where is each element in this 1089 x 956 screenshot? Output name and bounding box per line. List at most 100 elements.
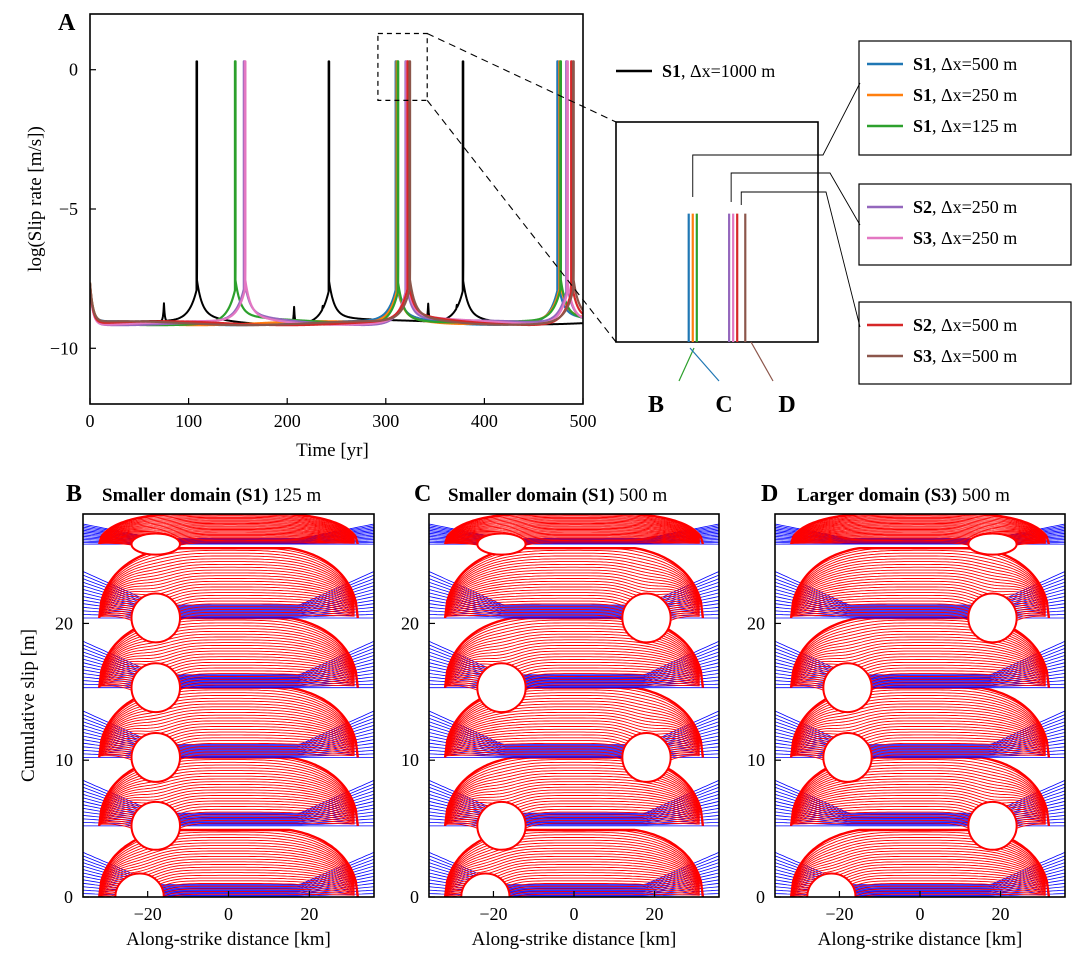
panel-b-title-rest: 125 m xyxy=(268,485,321,506)
x-tick-label: 500 xyxy=(570,411,597,431)
pointer-group-2 xyxy=(730,172,861,226)
legend-entry-1-1-bold: S3 xyxy=(913,228,932,248)
coseismic-line xyxy=(98,789,355,825)
coseismic-line xyxy=(790,636,1047,687)
plot-area-panelD xyxy=(775,514,1065,897)
zoom-connector-bottom xyxy=(426,100,617,343)
interseismic-line xyxy=(775,644,1065,677)
coseismic-line xyxy=(98,700,355,757)
y-axis-label: Cumulative slip [m] xyxy=(18,629,39,782)
coseismic-line xyxy=(444,723,701,757)
coseismic-line xyxy=(790,558,1047,617)
panel-b-slip: −20 0 20 0 10 20 Along-strike distance [km] Cum… xyxy=(18,513,375,950)
coseismic-line xyxy=(445,891,700,897)
coseismic-line xyxy=(790,792,1047,825)
coseismic-line xyxy=(98,703,355,757)
coseismic-line xyxy=(790,521,1046,544)
series-line-0 xyxy=(90,60,583,326)
coseismic-line xyxy=(98,526,355,544)
legend-entry-1-0-rest: , Δx=250 m xyxy=(932,197,1017,217)
coseismic-line xyxy=(444,578,701,617)
coseismic-line xyxy=(444,850,701,897)
coseismic-line xyxy=(99,888,355,897)
x-axis-label: Along-strike distance [km] xyxy=(472,929,677,950)
coseismic-line xyxy=(98,697,356,757)
coseismic-line xyxy=(98,772,355,825)
coseismic-line xyxy=(98,837,356,896)
panel-letter-d: D xyxy=(761,481,778,507)
coseismic-line xyxy=(790,578,1047,617)
x-tick-label: 200 xyxy=(274,411,301,431)
legend-entry-0-1-rest: , Δx=250 m xyxy=(932,85,1017,105)
coseismic-line xyxy=(790,642,1047,687)
panel-letter-b: B xyxy=(66,481,82,507)
x-tick-label: 0 xyxy=(86,411,95,431)
pointer-d xyxy=(750,341,774,382)
series-line-4 xyxy=(90,60,583,327)
coseismic-line xyxy=(444,575,701,617)
coseismic-line xyxy=(790,569,1047,617)
panel-letter-c: C xyxy=(414,481,431,507)
interseismic-line xyxy=(775,811,1065,823)
coseismic-line xyxy=(790,518,1046,544)
panel-d-title: Larger domain (S3) 500 m xyxy=(797,485,1010,506)
coseismic-line xyxy=(444,789,701,825)
coseismic-line xyxy=(444,569,701,617)
coseismic-line xyxy=(790,653,1047,687)
coseismic-line xyxy=(791,893,1046,897)
coseismic-line xyxy=(444,885,700,897)
interseismic-line xyxy=(775,724,1065,749)
coseismic-line xyxy=(98,855,355,897)
interseismic-line xyxy=(429,811,719,823)
coseismic-line xyxy=(790,850,1047,897)
rupture-notch xyxy=(476,532,527,556)
x-axis-label: Along-strike distance [km] xyxy=(126,929,331,950)
coseismic-line xyxy=(444,519,700,544)
pointer-b xyxy=(678,347,695,382)
coseismic-line xyxy=(790,717,1047,757)
coseismic-line xyxy=(790,555,1047,617)
series-line-2 xyxy=(90,60,583,327)
coseismic-line xyxy=(444,717,701,757)
coseismic-line xyxy=(444,572,701,617)
coseismic-line xyxy=(98,653,355,687)
rupture-notch xyxy=(967,532,1018,556)
coseismic-line xyxy=(98,572,355,617)
coseismic-line xyxy=(790,552,1047,617)
interseismic-line xyxy=(83,742,374,754)
interseismic-line xyxy=(429,673,719,685)
y-tick-label: 0 xyxy=(64,887,73,907)
coseismic-line xyxy=(790,697,1047,757)
coseismic-line xyxy=(98,552,356,617)
coseismic-line xyxy=(98,847,355,897)
zoom-inset-frame xyxy=(615,121,819,343)
interseismic-line xyxy=(429,783,719,815)
coseismic-line xyxy=(98,781,355,825)
coseismic-line xyxy=(98,642,355,687)
rupture-notch xyxy=(967,800,1018,851)
coseismic-line xyxy=(790,772,1047,825)
coseismic-line xyxy=(444,518,700,544)
coseismic-line xyxy=(98,839,355,896)
coseismic-line xyxy=(790,789,1047,825)
legend-box-0 xyxy=(858,40,1072,156)
coseismic-line xyxy=(98,792,355,825)
coseismic-line xyxy=(790,888,1046,897)
coseismic-line xyxy=(444,522,700,544)
x-tick-label: 0 xyxy=(570,904,579,924)
coseismic-line xyxy=(790,650,1047,687)
coseismic-line xyxy=(444,639,701,687)
coseismic-line xyxy=(98,529,355,544)
legend-entry-0-2-bold: S1 xyxy=(913,116,932,136)
interseismic-line xyxy=(775,783,1065,815)
interseismic-line xyxy=(429,714,719,746)
coseismic-line xyxy=(444,524,700,544)
interseismic-line xyxy=(83,603,374,615)
rupture-envelope xyxy=(789,514,1051,545)
rupture-envelope xyxy=(443,514,705,545)
coseismic-line xyxy=(444,552,701,617)
y-tick-label: 20 xyxy=(747,613,765,633)
legend-entry-0-2-label: S1, Δx=125 m xyxy=(913,116,1017,136)
panel-letter-a: A xyxy=(58,10,76,36)
coseismic-line xyxy=(790,714,1047,757)
